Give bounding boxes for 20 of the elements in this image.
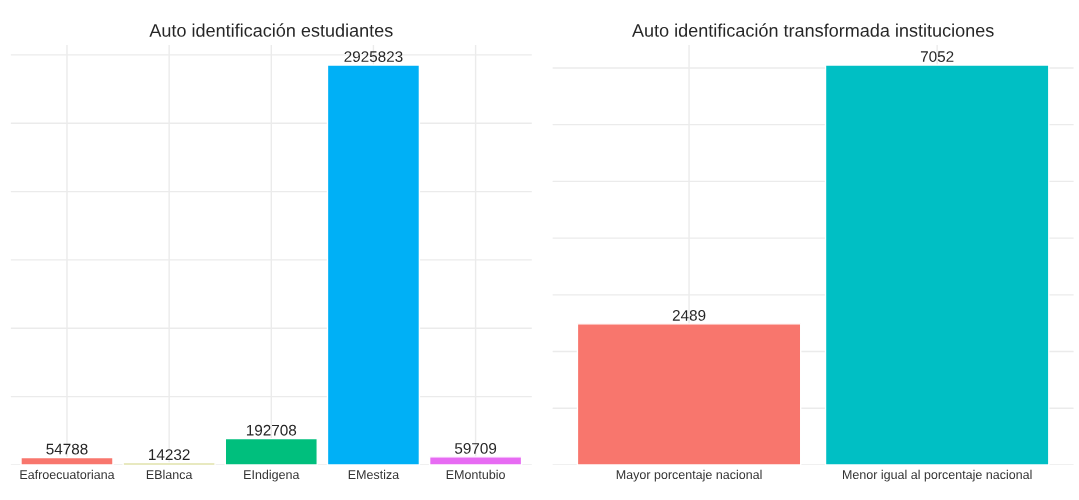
bar (326, 64, 421, 465)
bar (224, 437, 318, 465)
bar (20, 456, 114, 465)
x-tick-label: EIndigena (244, 469, 300, 482)
x-tick-label: EBlanca (146, 469, 193, 480)
x-tick-label: Menor igual al porcentaje nacional (842, 469, 1032, 482)
data-label: 2925823 (344, 51, 403, 62)
data-label: 2489 (672, 309, 706, 321)
x-tick-label: Eafroecuatoriana (20, 469, 115, 480)
x-tick-label: Mayor porcentaje nacional (616, 469, 762, 482)
data-label: 7052 (920, 51, 954, 62)
x-tick-label: EMestiza (348, 469, 400, 480)
data-label: 14232 (149, 449, 190, 461)
chart-title: Auto identificación estudiantes (149, 23, 393, 37)
data-label: 59709 (454, 443, 497, 454)
bar (428, 456, 523, 465)
chart-title: Auto identificación transformada instituciones (632, 23, 994, 37)
data-label: 192708 (246, 424, 297, 436)
x-tick-label: EMontubio (446, 469, 505, 480)
data-label: 54788 (46, 443, 88, 455)
